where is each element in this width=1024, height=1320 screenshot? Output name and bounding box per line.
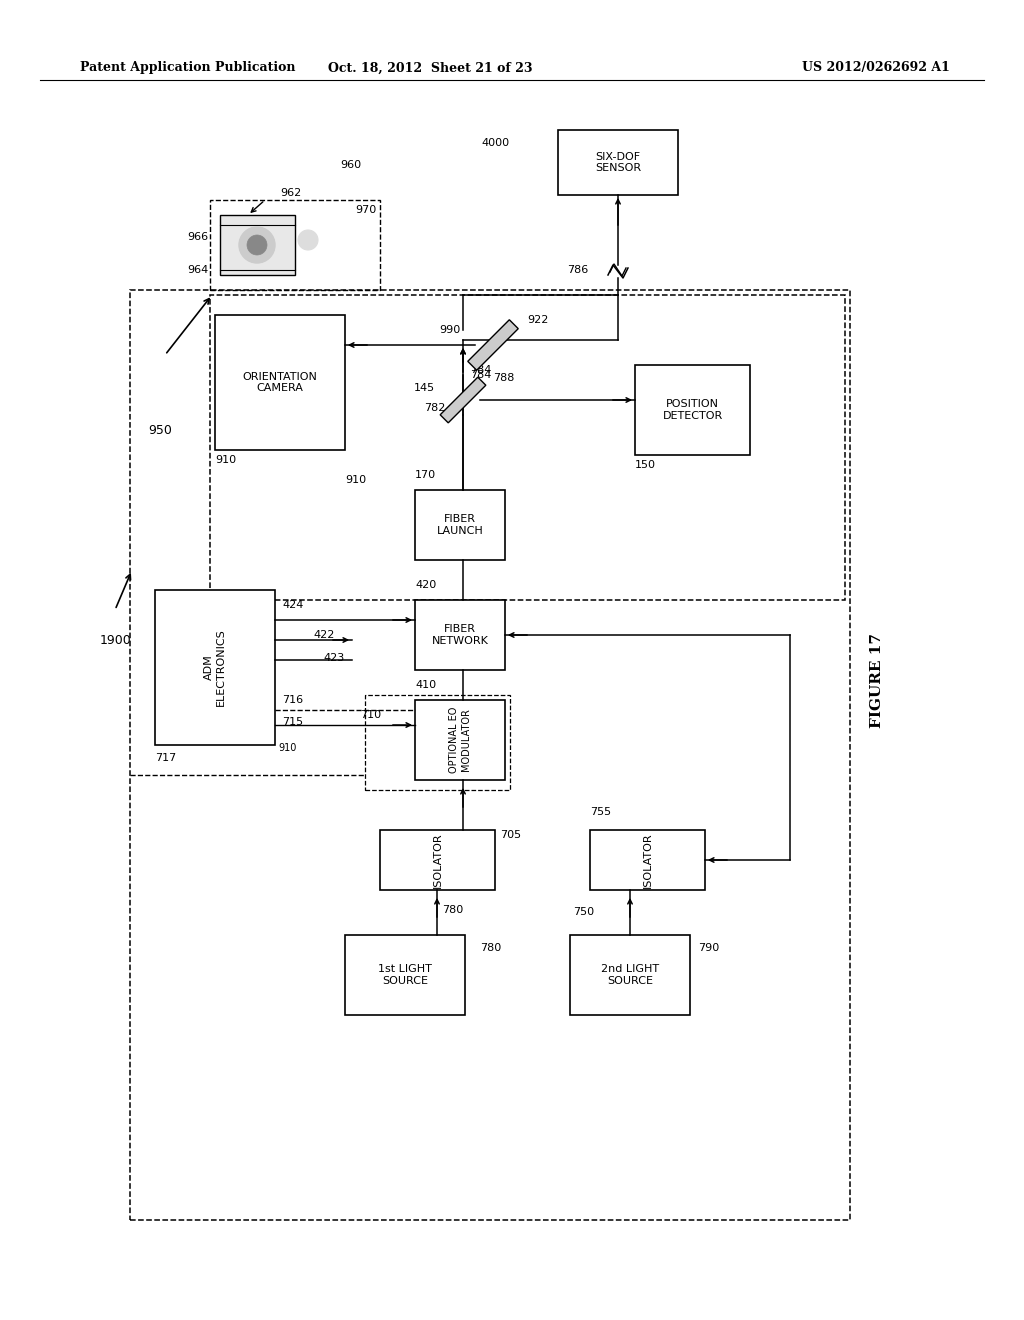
Text: 964: 964 <box>186 265 208 275</box>
Text: 784: 784 <box>470 370 492 380</box>
Text: 780: 780 <box>480 942 502 953</box>
Text: 715: 715 <box>282 717 303 727</box>
Bar <box>215 315 345 450</box>
Circle shape <box>298 230 318 249</box>
Text: 2nd LIGHT
SOURCE: 2nd LIGHT SOURCE <box>601 964 659 986</box>
Text: FIBER
LAUNCH: FIBER LAUNCH <box>436 515 483 536</box>
Text: 717: 717 <box>155 752 176 763</box>
Text: 790: 790 <box>698 942 719 953</box>
Text: 910: 910 <box>278 743 296 752</box>
Text: 755: 755 <box>590 807 611 817</box>
Text: 910: 910 <box>345 475 367 484</box>
Text: 705: 705 <box>500 830 521 840</box>
Bar <box>210 294 845 601</box>
Text: 145: 145 <box>414 383 435 393</box>
Text: 750: 750 <box>573 907 594 917</box>
Bar <box>415 490 505 560</box>
Text: 4000: 4000 <box>482 139 510 148</box>
Text: FIGURE 17: FIGURE 17 <box>870 632 884 727</box>
Text: 716: 716 <box>282 696 303 705</box>
Bar <box>380 830 495 890</box>
Text: POSITION
DETECTOR: POSITION DETECTOR <box>663 399 723 421</box>
Bar <box>635 366 750 455</box>
Text: Patent Application Publication: Patent Application Publication <box>80 62 296 74</box>
Circle shape <box>247 235 267 255</box>
Text: ISOLATOR: ISOLATOR <box>642 832 652 888</box>
Text: 960: 960 <box>340 160 361 170</box>
Text: 150: 150 <box>635 459 656 470</box>
Polygon shape <box>220 215 295 275</box>
Circle shape <box>239 227 275 263</box>
Bar <box>210 201 380 290</box>
Text: 710: 710 <box>360 710 381 719</box>
Text: 966: 966 <box>186 232 208 242</box>
Bar <box>570 935 690 1015</box>
Text: OPTIONAL EO
MODULATOR: OPTIONAL EO MODULATOR <box>450 706 471 774</box>
Text: 990: 990 <box>438 325 460 335</box>
Text: FIBER
NETWORK: FIBER NETWORK <box>431 624 488 645</box>
Text: 922: 922 <box>527 315 549 325</box>
Text: 970: 970 <box>355 205 376 215</box>
Text: 170: 170 <box>415 470 436 480</box>
Text: Oct. 18, 2012  Sheet 21 of 23: Oct. 18, 2012 Sheet 21 of 23 <box>328 62 532 74</box>
Bar <box>155 590 275 744</box>
Text: 782: 782 <box>424 403 445 413</box>
Text: ORIENTATION
CAMERA: ORIENTATION CAMERA <box>243 372 317 393</box>
Text: 780: 780 <box>442 906 463 915</box>
Circle shape <box>352 630 388 667</box>
Text: 962: 962 <box>280 187 301 198</box>
Text: SIX-DOF
SENSOR: SIX-DOF SENSOR <box>595 152 641 173</box>
Bar <box>345 935 465 1015</box>
Text: 950: 950 <box>148 424 172 437</box>
Bar <box>415 700 505 780</box>
Bar <box>590 830 705 890</box>
Text: 422: 422 <box>313 630 335 640</box>
Polygon shape <box>440 378 485 422</box>
Text: 424: 424 <box>282 601 303 610</box>
Text: 786: 786 <box>566 265 588 275</box>
Text: 420: 420 <box>415 579 436 590</box>
Bar <box>415 601 505 671</box>
Polygon shape <box>468 319 518 370</box>
Bar <box>130 290 850 1220</box>
Text: US 2012/0262692 A1: US 2012/0262692 A1 <box>802 62 950 74</box>
Text: ISOLATOR: ISOLATOR <box>432 832 442 888</box>
Bar <box>558 129 678 195</box>
Text: 423: 423 <box>324 653 345 663</box>
Text: 784: 784 <box>470 366 492 375</box>
Text: 410: 410 <box>415 680 436 690</box>
Bar <box>365 696 510 789</box>
Text: 788: 788 <box>493 374 514 383</box>
Text: 910: 910 <box>215 455 237 465</box>
Text: ADM
ELECTRONICS: ADM ELECTRONICS <box>204 628 226 706</box>
Text: 1900: 1900 <box>100 634 132 647</box>
Text: 1st LIGHT
SOURCE: 1st LIGHT SOURCE <box>378 964 432 986</box>
